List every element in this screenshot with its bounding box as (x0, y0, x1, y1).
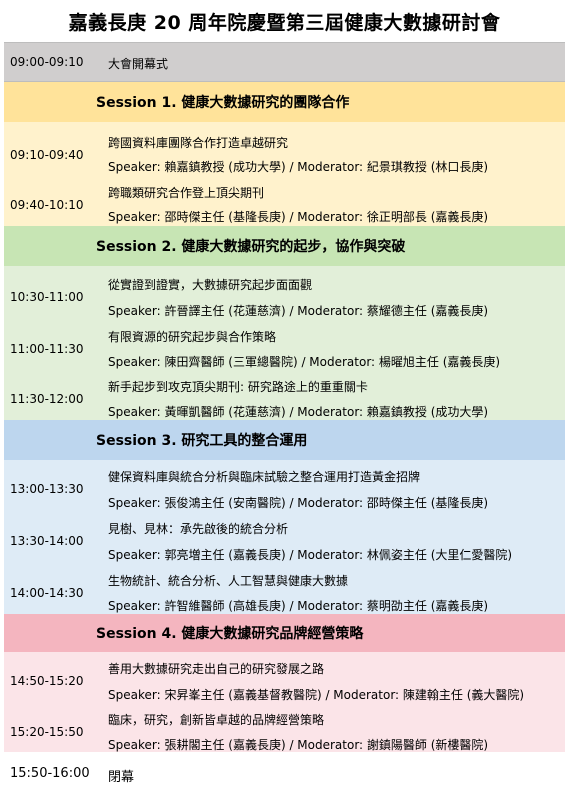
talk-title: 臨床，研究，創新皆卓越的品牌經營策略 (108, 713, 325, 727)
talk-time: 15:20-15:50 (10, 725, 84, 739)
talk-speakers: Speaker: 陳田齊醫師 (三軍總醫院) / Moderator: 楊曜旭主… (108, 355, 501, 369)
talk-speakers: Speaker: 許晉譯主任 (花蓮慈濟) / Moderator: 蔡耀德主任… (108, 304, 489, 318)
session-3-header: Session 3. 研究工具的整合運用 (4, 420, 565, 460)
talk-title: 跨職類研究合作登上頂尖期刊 (108, 186, 265, 200)
talk-time: 14:50-15:20 (10, 674, 84, 688)
talk-title: 健保資料庫與統合分析與臨床試驗之整合運用打造黃金招牌 (108, 470, 421, 484)
session-1-header: Session 1. 健康大數據研究的團隊合作 (4, 82, 565, 122)
session-2-body: 10:30-11:00 從實證到證實，大數據研究起步面面觀 Speaker: 許… (4, 266, 565, 420)
talk-time: 11:00-11:30 (10, 342, 84, 356)
agenda-table: 09:00-09:10 大會開幕式 Session 1. 健康大數據研究的團隊合… (4, 42, 565, 752)
talk-title: 善用大數據研究走出自己的研究發展之路 (108, 662, 325, 676)
talk-title: 跨國資料庫團隊合作打造卓越研究 (108, 136, 289, 150)
opening-time: 09:00-09:10 (10, 55, 84, 69)
talk-speakers: Speaker: 郭亮増主任 (嘉義長庚) / Moderator: 林佩姿主任… (108, 548, 513, 562)
talk-speakers: Speaker: 邵時傑主任 (基隆長庚) / Moderator: 徐正明部長… (108, 210, 489, 224)
session-4-body: 14:50-15:20 善用大數據研究走出自己的研究發展之路 Speaker: … (4, 652, 565, 752)
talk-title: 從實證到證實，大數據研究起步面面觀 (108, 278, 313, 292)
session-1-title: Session 1. 健康大數據研究的團隊合作 (96, 95, 350, 111)
talk-title: 新手起步到攻克頂尖期刊: 研究路途上的重重關卡 (108, 380, 368, 394)
session-4-title: Session 4. 健康大數據研究品牌經營策略 (96, 626, 364, 642)
talk-time: 14:00-14:30 (10, 586, 84, 600)
page-title: 嘉義長庚 20 周年院慶暨第三屆健康大數據研討會 (68, 12, 501, 34)
opening-row: 09:00-09:10 大會開幕式 (4, 42, 565, 82)
talk-speakers: Speaker: 宋昇峯主任 (嘉義基督教醫院) / Moderator: 陳建… (108, 688, 525, 702)
talk-speakers: Speaker: 賴嘉鎮教授 (成功大學) / Moderator: 紀景琪教授… (108, 160, 489, 174)
talk-speakers: Speaker: 許智維醫師 (高雄長庚) / Moderator: 蔡明劭主任… (108, 599, 489, 613)
talk-time: 13:30-14:00 (10, 534, 84, 548)
talk-time: 13:00-13:30 (10, 482, 84, 496)
session-4-header: Session 4. 健康大數據研究品牌經營策略 (4, 614, 565, 652)
talk-time: 09:10-09:40 (10, 148, 84, 162)
talk-speakers: Speaker: 張耕閣主任 (嘉義長庚) / Moderator: 謝鎮陽醫師… (108, 738, 489, 752)
session-3-title: Session 3. 研究工具的整合運用 (96, 433, 308, 449)
talk-title: 見樹、見林：承先啟後的統合分析 (108, 522, 289, 536)
closing-label: 閉幕 (108, 770, 135, 785)
talk-speakers: Speaker: 黃暉凱醫師 (花蓮慈濟) / Moderator: 賴嘉鎮教授… (108, 405, 489, 419)
talk-speakers: Speaker: 張俊鴻主任 (安南醫院) / Moderator: 邵時傑主任… (108, 496, 489, 510)
closing-time: 15:50-16:00 (10, 766, 90, 781)
talk-time: 09:40-10:10 (10, 198, 84, 212)
talk-time: 11:30-12:00 (10, 392, 84, 406)
session-3-body: 13:00-13:30 健保資料庫與統合分析與臨床試驗之整合運用打造黃金招牌 S… (4, 460, 565, 614)
session-2-header: Session 2. 健康大數據研究的起步，協作與突破 (4, 226, 565, 266)
session-2-title: Session 2. 健康大數據研究的起步，協作與突破 (96, 239, 406, 255)
talk-title: 生物統計、統合分析、人工智慧與健康大數據 (108, 574, 349, 588)
talk-title: 有限資源的研究起步與合作策略 (108, 330, 277, 344)
closing-row: 15:50-16:00 閉幕 (0, 762, 569, 788)
talk-time: 10:30-11:00 (10, 290, 84, 304)
session-1-body: 09:10-09:40 跨國資料庫團隊合作打造卓越研究 Speaker: 賴嘉鎮… (4, 122, 565, 226)
opening-label: 大會開幕式 (108, 57, 169, 71)
